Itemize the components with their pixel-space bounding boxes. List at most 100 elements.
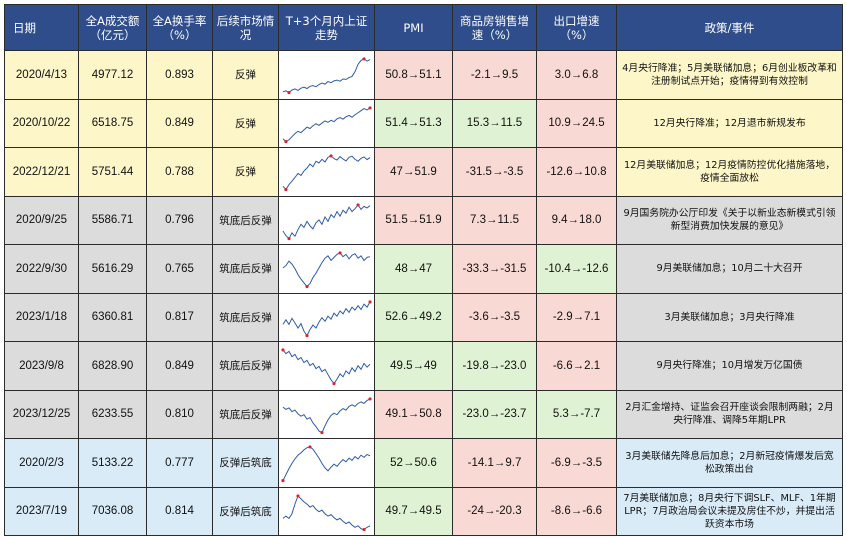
table-row: 2023/12/25 6233.55 0.810 筑底后反弹 49.1→50.8 -23.… (4, 389, 843, 439)
header-export: 出口增速 （%） (536, 4, 617, 51)
header-market: 后续市场情况 (212, 4, 279, 51)
trend-trough-dot (362, 527, 366, 531)
turnover-cell: 5616.29 (78, 244, 147, 294)
trend-cell (278, 50, 375, 100)
market-cell: 筑底后反弹 (212, 389, 279, 439)
trend-sparkline (282, 396, 372, 434)
policy-cell: 9月国务院办公厅印发《关于以新业态新模式引领新型消费加快发展的意见》 (616, 195, 843, 245)
market-cell: 筑底后反弹 (212, 244, 279, 294)
pmi-cell: 50.8→51.1 (374, 50, 453, 100)
trend-peak-dot (368, 105, 372, 109)
housing-cell: -2.1→9.5 (452, 50, 537, 100)
table-row: 2020/2/3 5133.22 0.777 反弹后筑底 52→50.6 -14.1→9.… (4, 438, 843, 488)
pmi-cell: 47→51.9 (374, 147, 453, 197)
trend-line (282, 446, 371, 481)
housing-cell: -19.8→-23.0 (452, 341, 537, 391)
market-cell: 反弹后筑底 (212, 486, 279, 536)
turnover-rate-cell: 0.777 (146, 438, 213, 488)
date-cell: 2022/12/21 (4, 147, 79, 197)
turnover-rate-cell: 0.817 (146, 292, 213, 342)
date-cell: 2023/12/25 (4, 389, 79, 439)
turnover-rate-cell: 0.796 (146, 195, 213, 245)
table-row: 2022/12/21 5751.44 0.788 反弹 47→51.9 -31.5→-3.… (4, 147, 843, 197)
header-pmi: PMI (374, 4, 453, 51)
table-row: 2023/1/18 6360.81 0.817 筑底后反弹 52.6→49.2 -3.6→… (4, 292, 843, 342)
pmi-cell: 52→50.6 (374, 438, 453, 488)
trend-peak-dot (368, 299, 372, 303)
trend-line (282, 252, 371, 288)
header-turnover: 全A成交额 （亿元） (78, 4, 147, 51)
export-cell: -8.6→-6.6 (536, 486, 617, 536)
trend-peak-dot (308, 445, 312, 449)
market-cell: 反弹 (212, 50, 279, 100)
event-comparison-table: 日期 全A成交额 （亿元） 全A换手率 （%） 后续市场情况 T+3个月内上证 走势 … (4, 4, 843, 536)
trend-trough-dot (284, 187, 288, 192)
policy-cell: 4月央行降准；5月美联储加息；6月创业板改革和注册制试点开始；疫情得到有效控制 (616, 50, 843, 100)
table-row: 2020/10/22 6518.75 0.849 反弹 51.4→51.3 15.3→11… (4, 98, 843, 148)
trend-trough-dot (305, 333, 309, 337)
pmi-cell: 49.5→49 (374, 341, 453, 391)
table-row: 2022/9/30 5616.29 0.765 筑底后反弹 48→47 -33.3→-31… (4, 244, 843, 294)
trend-line (282, 397, 371, 433)
table-row: 2023/9/8 6828.90 0.849 筑底后反弹 49.5→49 -19.8→-2… (4, 341, 843, 391)
policy-cell: 9月美联储加息；10月二十大召开 (616, 244, 843, 294)
turnover-cell: 5751.44 (78, 147, 147, 197)
housing-cell: -3.6→-3.5 (452, 292, 537, 342)
turnover-cell: 5586.71 (78, 195, 147, 245)
turnover-rate-cell: 0.765 (146, 244, 213, 294)
turnover-rate-cell: 0.849 (146, 341, 213, 391)
trend-trough-dot (287, 90, 291, 95)
trend-peak-dot (329, 154, 333, 158)
housing-cell: 15.3→11.5 (452, 98, 537, 148)
trend-sparkline (281, 348, 371, 386)
policy-cell: 7月美联储加息；8月央行下调SLF、MLF、1年期LPR；7月政治局会议未提及房… (616, 486, 843, 536)
trend-peak-dot (362, 57, 366, 61)
export-cell: 5.3→-7.7 (536, 389, 617, 439)
header-turnover-rate: 全A换手率 （%） (146, 4, 213, 51)
trend-trough-dot (320, 430, 324, 434)
trend-cell (278, 244, 375, 294)
pmi-cell: 48→47 (374, 244, 453, 294)
export-cell: -10.4→-12.6 (536, 244, 617, 294)
trend-trough-dot (332, 381, 336, 386)
turnover-rate-cell: 0.814 (146, 486, 213, 536)
turnover-rate-cell: 0.849 (146, 98, 213, 148)
export-cell: -2.9→7.1 (536, 292, 617, 342)
date-cell: 2023/9/8 (4, 341, 79, 391)
housing-cell: -24→-20.3 (452, 486, 537, 536)
turnover-rate-cell: 0.893 (146, 50, 213, 100)
turnover-rate-cell: 0.788 (146, 147, 213, 197)
trend-line (282, 203, 371, 239)
date-cell: 2020/10/22 (4, 98, 79, 148)
trend-cell (278, 486, 375, 536)
trend-sparkline (282, 202, 371, 240)
date-cell: 2023/1/18 (4, 292, 79, 342)
market-cell: 反弹 (212, 147, 279, 197)
policy-cell: 3月美联储先降息后加息；2月新冠疫情爆发后宽松政策出台 (616, 438, 843, 488)
table-row: 2020/4/13 4977.12 0.893 反弹 50.8→51.1 -2.1→9.5… (4, 50, 843, 100)
turnover-cell: 7036.08 (78, 486, 147, 536)
housing-cell: -14.1→9.7 (452, 438, 537, 488)
policy-cell: 9月央行降准；10月增发万亿国债 (616, 341, 843, 391)
date-cell: 2022/9/30 (4, 244, 79, 294)
trend-line (282, 494, 371, 530)
trend-line (282, 155, 371, 191)
table-row: 2023/7/19 7036.08 0.814 反弹后筑底 49.7→49.5 -24→-… (4, 486, 843, 536)
trend-sparkline (282, 251, 371, 289)
trend-peak-dot (296, 493, 300, 497)
trend-peak-dot (281, 348, 285, 352)
trend-line (282, 301, 371, 337)
turnover-cell: 6518.75 (78, 98, 147, 148)
turnover-cell: 5133.22 (78, 438, 147, 488)
policy-cell: 12月央行降准；12月退市新规发布 (616, 98, 843, 148)
export-cell: -6.9→-3.5 (536, 438, 617, 488)
pmi-cell: 51.5→51.9 (374, 195, 453, 245)
policy-cell: 12月美联储加息；12月疫情防控优化措施落地，疫情全面放松 (616, 147, 843, 197)
export-cell: -12.6→10.8 (536, 147, 617, 197)
trend-trough-dot (284, 139, 288, 143)
market-cell: 反弹 (212, 98, 279, 148)
housing-cell: 7.3→11.5 (452, 195, 537, 245)
export-cell: 3.0→6.8 (536, 50, 617, 100)
trend-cell (278, 98, 375, 148)
pmi-cell: 49.7→49.5 (374, 486, 453, 536)
